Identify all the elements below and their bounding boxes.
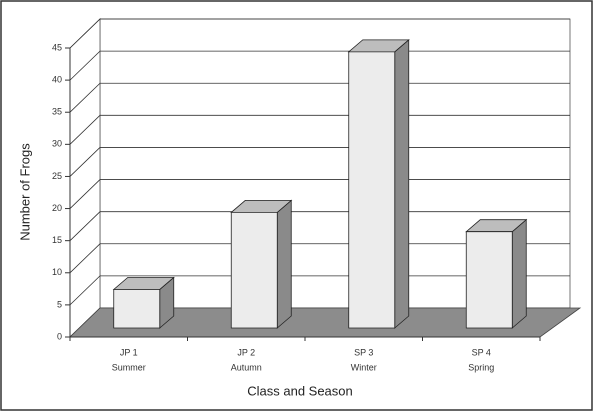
grid-line (69, 243, 570, 274)
grid-line (69, 114, 570, 145)
grid-line (69, 211, 570, 241)
y-tick-label: 20 (52, 203, 62, 213)
grid-line (69, 50, 570, 81)
x-tick-label: Autumn (231, 362, 262, 372)
x-tick-label: JP 1 (120, 347, 138, 357)
bar (465, 218, 528, 329)
grid-line (69, 18, 570, 49)
bar-face (113, 289, 161, 329)
bar-face (465, 231, 513, 329)
y-tick-label: 40 (52, 74, 62, 84)
y-tick-label: 30 (52, 139, 62, 149)
grid-line (69, 147, 570, 177)
bar (112, 276, 175, 329)
y-tick-label: 10 (52, 267, 62, 277)
y-tick-label: 0 (57, 331, 62, 341)
x-tick-label: Winter (351, 362, 377, 372)
side-wall (69, 18, 101, 338)
bar (230, 199, 293, 329)
bar-face (276, 199, 292, 329)
x-tick-label: SP 4 (472, 347, 491, 357)
x-tick-label: Summer (112, 362, 146, 372)
grid-line (69, 275, 570, 306)
y-tick-label: 45 (52, 42, 62, 52)
y-tick-label: 25 (52, 171, 62, 181)
x-tick-label: JP 2 (237, 347, 255, 357)
y-axis-title: Number of Frogs (17, 143, 32, 241)
x-axis-title: Class and Season (247, 383, 353, 398)
y-tick-label: 15 (52, 235, 62, 245)
y-tick-label: 35 (52, 107, 62, 117)
bar (347, 38, 410, 329)
y-tick-label: 5 (57, 299, 62, 309)
bar-face (394, 38, 410, 329)
bar-face (511, 218, 527, 329)
x-tick-label: Spring (468, 362, 494, 372)
grid-line (69, 82, 570, 113)
grid-line (69, 179, 570, 209)
x-tick-label: SP 3 (354, 347, 373, 357)
bar-face (348, 51, 396, 329)
bar-face (230, 211, 278, 329)
